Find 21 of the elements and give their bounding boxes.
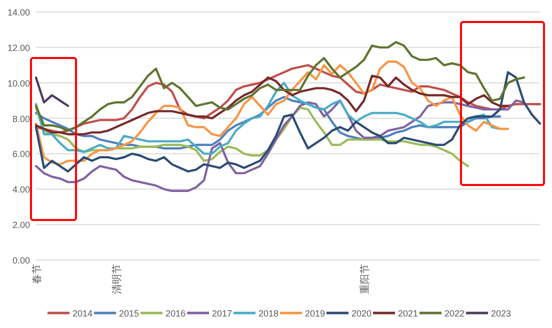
legend-label: 2014 <box>72 308 93 318</box>
y-tick-label: 4.00 <box>12 184 30 195</box>
x-tick-label: 春节 <box>31 264 43 284</box>
legend-label: 2020 <box>352 308 372 318</box>
y-tick-label: 2.00 <box>12 220 30 230</box>
legend-label: 2023 <box>491 308 512 318</box>
legend-label: 2015 <box>119 308 140 318</box>
legend-label: 2021 <box>398 308 418 318</box>
legend-label: 2017 <box>212 308 232 318</box>
y-tick-label: 12.00 <box>7 42 30 53</box>
y-tick-label: 14.00 <box>7 8 30 18</box>
y-tick-label: 8.00 <box>12 114 30 124</box>
legend-label: 2016 <box>166 308 186 318</box>
legend-label: 2022 <box>444 308 465 318</box>
x-tick-label: 重阳节 <box>359 264 371 294</box>
y-tick-label: 10.00 <box>7 78 30 88</box>
legend-label: 2019 <box>305 308 326 318</box>
y-tick-label: 0.00 <box>12 256 30 266</box>
y-tick-label: 6.00 <box>12 149 30 160</box>
x-tick-label: 清明节 <box>111 264 123 294</box>
legend-label: 2018 <box>258 308 279 318</box>
